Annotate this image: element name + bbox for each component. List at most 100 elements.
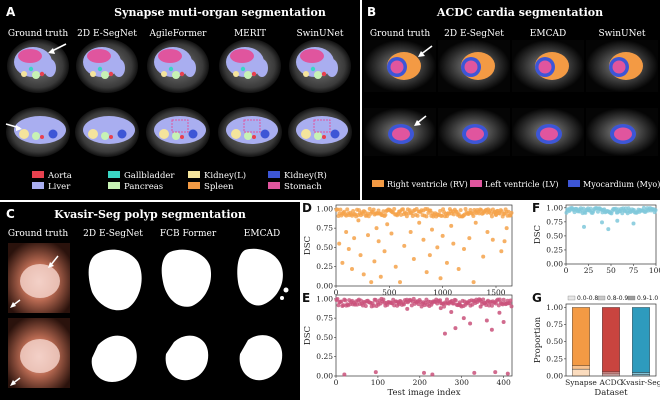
data-point — [366, 233, 370, 238]
panel-c-method-names: Ground truth 2D E-SegNet FCB Former EMCA… — [8, 229, 280, 239]
stomach-region — [87, 49, 111, 63]
method-name: Ground truth — [8, 29, 68, 39]
legend-label: Pancreas — [124, 182, 163, 192]
arrow-icon — [16, 125, 22, 131]
aorta-region — [252, 135, 256, 139]
pancreas-region — [172, 132, 180, 140]
aorta-region — [108, 71, 114, 77]
kidney-region — [188, 129, 198, 139]
legend-label: Aorta — [47, 171, 72, 181]
x-tick-label: 25 — [584, 266, 594, 275]
data-point — [463, 207, 468, 212]
data-point — [335, 296, 340, 301]
highlight-box — [171, 119, 189, 133]
panel-a-title: Synapse muti-organ segmentation — [114, 6, 326, 19]
left-ventricle-region — [612, 60, 626, 74]
kidney-region — [330, 129, 340, 139]
aorta-region — [321, 71, 327, 77]
data-point — [582, 224, 586, 229]
bar-segment — [632, 372, 650, 375]
liver-region — [256, 59, 268, 77]
y-tick-label: 0.75 — [316, 224, 333, 233]
kidney-region — [88, 129, 98, 139]
data-point — [342, 209, 347, 214]
left-ventricle-region — [540, 127, 558, 141]
mask-noise — [274, 282, 278, 286]
arrow-icon — [418, 51, 425, 57]
data-point — [422, 370, 426, 375]
kidney-region — [117, 129, 127, 139]
data-point — [335, 207, 340, 212]
pancreas-region — [314, 71, 322, 79]
panel-e-label: E — [302, 291, 310, 305]
legend-swatch — [627, 295, 636, 301]
bar-segment — [602, 373, 620, 377]
aorta-region — [40, 135, 44, 139]
data-point — [400, 207, 405, 212]
legend-swatch — [372, 180, 384, 187]
panel-d-label: D — [302, 201, 312, 215]
polyp-region — [20, 264, 60, 298]
arrow-icon — [414, 120, 421, 126]
data-point — [501, 297, 506, 302]
y-axis-label: Proportion — [533, 316, 543, 363]
data-point — [415, 213, 420, 218]
stomach-region — [158, 49, 182, 63]
kidney-region — [260, 129, 270, 139]
data-point — [496, 303, 501, 308]
x-tick-label: 100 — [649, 266, 660, 275]
gallbladder-region — [310, 66, 316, 72]
kidney-region — [233, 71, 239, 77]
data-point — [381, 209, 386, 214]
data-point — [453, 298, 458, 303]
data-point — [444, 297, 449, 302]
data-point — [424, 270, 429, 275]
data-point — [600, 220, 604, 225]
left-ventricle-region — [466, 127, 484, 141]
left-ventricle-region — [538, 60, 552, 74]
data-point — [440, 233, 445, 238]
y-tick-label: 0.25 — [546, 354, 563, 363]
data-point — [430, 227, 434, 232]
data-point — [438, 298, 443, 303]
legend-label: Liver — [48, 182, 71, 192]
data-point — [456, 267, 461, 272]
data-point — [411, 257, 416, 261]
legend-swatch — [567, 295, 576, 301]
x-tick-label: 0 — [564, 266, 569, 275]
y-axis-label: DSC — [303, 236, 313, 255]
data-point — [342, 372, 347, 377]
data-point — [398, 280, 402, 285]
arrow-icon — [10, 302, 16, 308]
data-point — [442, 331, 447, 336]
y-tick-label: 1.00 — [546, 203, 563, 212]
y-tick-label: 0.25 — [316, 352, 333, 361]
data-point — [371, 207, 376, 212]
aorta-region — [179, 71, 185, 77]
data-point — [449, 309, 454, 314]
bar-segment — [632, 374, 650, 377]
pancreas-region — [244, 71, 252, 79]
data-point — [383, 212, 388, 217]
y-tick-label: 0.00 — [316, 282, 333, 291]
x-tick-label: 1500 — [486, 288, 505, 297]
aorta-region — [251, 71, 257, 77]
segmentation-mask — [165, 335, 209, 381]
aorta-region — [109, 135, 113, 139]
segmentation-mask — [237, 248, 283, 306]
x-axis-label: Dataset — [594, 388, 628, 398]
data-point — [481, 297, 486, 302]
data-point — [615, 218, 620, 223]
liver-region — [113, 59, 125, 77]
data-point — [509, 304, 514, 309]
data-point — [369, 280, 374, 285]
pancreas-region — [244, 132, 252, 140]
data-point — [408, 230, 413, 234]
data-point — [385, 222, 390, 227]
y-tick-label: 0.50 — [546, 231, 563, 240]
pancreas-region — [32, 71, 40, 79]
data-point — [493, 301, 498, 306]
segmentation-mask — [88, 249, 142, 311]
bar-segment — [602, 371, 620, 375]
